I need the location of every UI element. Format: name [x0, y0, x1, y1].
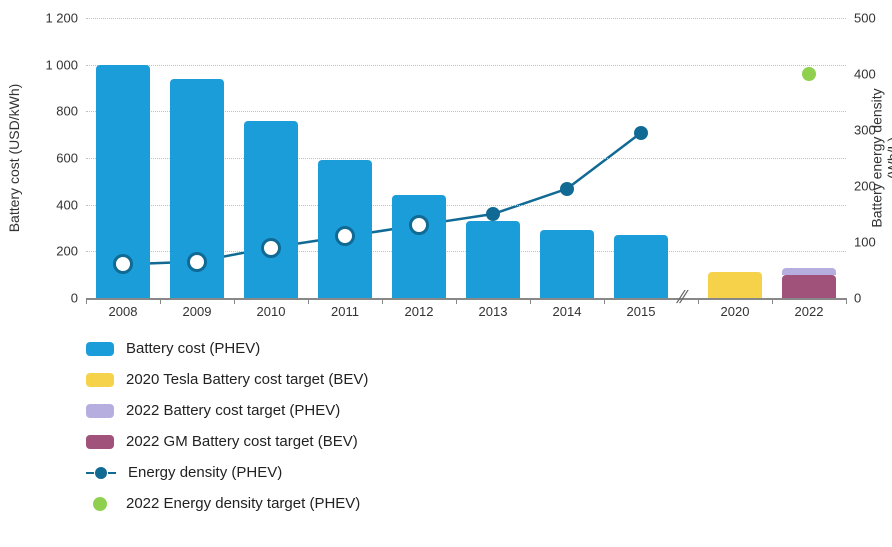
legend-swatch-bar — [86, 342, 114, 356]
energy-density-marker — [113, 254, 133, 274]
legend-label: Battery cost (PHEV) — [126, 340, 260, 357]
y-left-tick-label: 800 — [8, 104, 78, 119]
legend-swatch-bar — [86, 435, 114, 449]
x-tick-label: 2009 — [167, 304, 227, 319]
bar — [466, 221, 520, 298]
legend-item: Battery cost (PHEV) — [86, 340, 368, 357]
x-axis-baseline — [86, 298, 846, 300]
bar — [708, 272, 762, 298]
bar — [540, 230, 594, 298]
x-tick-label: 2014 — [537, 304, 597, 319]
energy-density-marker — [409, 215, 429, 235]
x-tick-label: 2020 — [705, 304, 765, 319]
x-tick-label: 2008 — [93, 304, 153, 319]
x-tick — [382, 298, 383, 304]
y-left-tick-label: 0 — [8, 291, 78, 306]
bar — [782, 275, 836, 298]
energy-density-target-marker — [802, 67, 816, 81]
y-left-tick-label: 400 — [8, 197, 78, 212]
y-left-tick-label: 1 200 — [8, 11, 78, 26]
x-tick — [456, 298, 457, 304]
y-left-tick-label: 1 000 — [8, 57, 78, 72]
legend-item: 2022 Energy density target (PHEV) — [86, 495, 368, 512]
bar — [392, 195, 446, 298]
energy-density-marker — [560, 182, 574, 196]
x-tick-label: 2015 — [611, 304, 671, 319]
x-tick-label: 2011 — [315, 304, 375, 319]
y-right-axis-title: Battery energy density (Wh/L) — [868, 88, 892, 227]
x-tick-label: 2012 — [389, 304, 449, 319]
y-right-tick-label: 0 — [854, 291, 892, 306]
battery-cost-density-chart: Battery cost (USD/kWh) Battery energy de… — [0, 0, 892, 547]
legend-label: 2020 Tesla Battery cost target (BEV) — [126, 371, 368, 388]
y-right-tick-label: 100 — [854, 235, 892, 250]
legend-label: 2022 Energy density target (PHEV) — [126, 495, 360, 512]
bar — [244, 121, 298, 298]
x-tick — [698, 298, 699, 304]
x-tick — [160, 298, 161, 304]
x-tick — [86, 298, 87, 304]
legend-item: Energy density (PHEV) — [86, 464, 368, 481]
legend-label: Energy density (PHEV) — [128, 464, 282, 481]
x-tick-label: 2022 — [779, 304, 839, 319]
bar — [782, 268, 836, 275]
gridline — [86, 18, 846, 19]
y-left-tick-label: 200 — [8, 244, 78, 259]
x-tick — [308, 298, 309, 304]
y-left-tick-label: 600 — [8, 151, 78, 166]
x-tick — [846, 298, 847, 304]
energy-density-marker — [261, 238, 281, 258]
legend-swatch-bar — [86, 404, 114, 418]
energy-density-marker — [486, 207, 500, 221]
y-right-tick-label: 400 — [854, 67, 892, 82]
x-tick-label: 2010 — [241, 304, 301, 319]
y-right-tick-label: 500 — [854, 11, 892, 26]
legend-swatch-line — [86, 466, 116, 480]
plot-area: 02004006008001 0001 20001002003004005002… — [86, 18, 846, 298]
x-tick-label: 2013 — [463, 304, 523, 319]
bar — [614, 235, 668, 298]
energy-density-marker — [335, 226, 355, 246]
legend-item: 2020 Tesla Battery cost target (BEV) — [86, 371, 368, 388]
legend-item: 2022 Battery cost target (PHEV) — [86, 402, 368, 419]
x-tick — [530, 298, 531, 304]
energy-density-marker — [634, 126, 648, 140]
legend-label: 2022 GM Battery cost target (BEV) — [126, 433, 358, 450]
energy-density-marker — [187, 252, 207, 272]
gridline — [86, 65, 846, 66]
x-tick — [772, 298, 773, 304]
legend: Battery cost (PHEV) 2020 Tesla Battery co… — [86, 340, 368, 526]
x-tick — [604, 298, 605, 304]
y-right-tick-label: 200 — [854, 179, 892, 194]
y-right-tick-label: 300 — [854, 123, 892, 138]
legend-swatch-bar — [86, 373, 114, 387]
legend-item: 2022 GM Battery cost target (BEV) — [86, 433, 368, 450]
x-tick — [234, 298, 235, 304]
legend-label: 2022 Battery cost target (PHEV) — [126, 402, 340, 419]
legend-swatch-dot — [93, 497, 107, 511]
